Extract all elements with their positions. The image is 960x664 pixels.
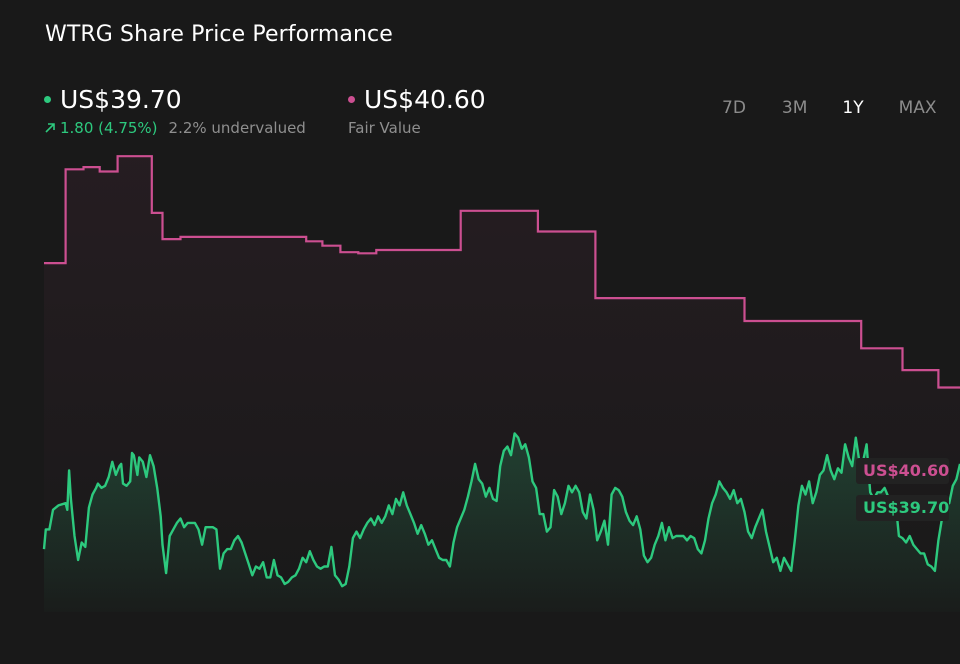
fair-value-value: US$40.60 [364, 84, 486, 114]
fair-value-label: Fair Value [348, 119, 421, 137]
tab-3m[interactable]: 3M [781, 98, 808, 118]
tab-1y[interactable]: 1Y [842, 98, 864, 118]
tab-7d[interactable]: 7D [722, 98, 746, 118]
time-range-tabs: 7D 3M 1Y MAX [722, 98, 937, 118]
share-price-dot [44, 95, 51, 103]
chart-title: WTRG Share Price Performance [45, 22, 393, 47]
tab-max[interactable]: MAX [898, 98, 937, 118]
share-price-end-label: US$39.70 [856, 495, 950, 521]
fair-value-summary: US$40.60 Fair Value [348, 84, 486, 137]
price-change-text: 1.80 (4.75%) [60, 119, 158, 137]
fair-value-dot [348, 95, 355, 103]
fair-value-end-label: US$40.60 [856, 458, 950, 484]
price-change: 1.80 (4.75%) [44, 119, 158, 137]
arrow-up-right-icon [45, 123, 55, 133]
share-price-summary: US$39.70 1.80 (4.75%) 2.2% undervalued [44, 84, 306, 137]
valuation-text: 2.2% undervalued [168, 119, 306, 137]
share-price-value: US$39.70 [60, 84, 182, 114]
fair-value-line [44, 155, 960, 389]
share-price-line [42, 432, 960, 588]
